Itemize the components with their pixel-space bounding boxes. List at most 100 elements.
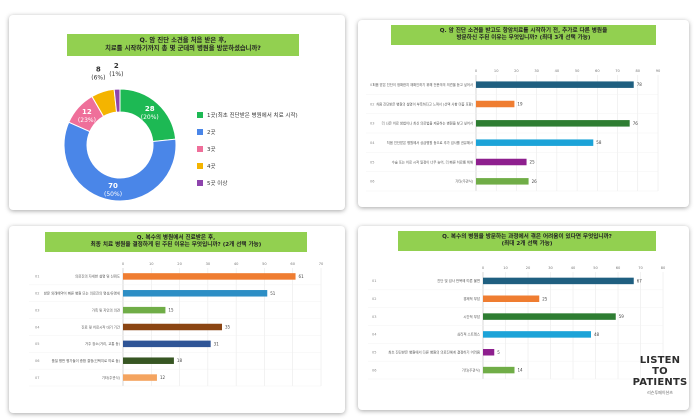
row-number: 03 [372,315,376,319]
row-number: 03 [35,308,39,312]
slice-value-1: 28 [145,105,155,113]
bar [123,357,174,364]
slice-percent-2: (50%) [104,191,122,198]
category-label: 가족 및 지인의 의견 [92,307,120,312]
category-label: 기타(주관식) [455,179,473,184]
chart-title: Q. 암 진단 소견을 처음 받은 후, 치료를 시작하기까지 총 몇 군데의 … [67,34,299,56]
x-tick-label: 90 [656,69,661,73]
bar-value-label: 59 [619,314,625,319]
category-label: 진단 및 검사 반복에 따른 불편 [437,278,480,283]
slice-value-3: 12 [82,108,92,116]
bar [123,306,166,314]
chart-legend: 1곳(최초 진단받은 병원에서 치료 시작) 2곳 3곳 4곳 5곳 이상 [197,111,298,196]
category-label: 처음 받은 진단이 정확한지 재확인하기 위해 전문의의 의견을 듣고 싶어서 [373,82,473,87]
bar-value-label: 5 [497,350,500,355]
x-tick-label: 10 [503,266,508,270]
legend-label: 1곳(최초 진단받은 병원에서 치료 시작) [207,113,298,119]
x-tick-label: 60 [595,69,600,73]
row-number: 01 [35,275,39,279]
slice-value-2: 70 [108,182,118,190]
bar-chart: 0 10 20 30 40 50 60 70 01 의료진의 자세한 설명 및 신뢰도 61 02 방문… [29,262,324,387]
row-number: 05 [35,342,39,346]
brand-logo: LISTEN TO PATIENTS 리슨투페이션츠 [631,355,689,396]
donut-slice-2 [63,121,177,202]
bar [483,349,495,356]
category-label: 기타(주관식) [462,367,481,372]
chart-title: Q. 복수의 병원을 방문하는 과정에서 겪은 어려움이 있다면 무엇입니까? … [398,231,656,251]
row-number: 05 [370,160,374,164]
legend-swatch [197,112,203,118]
bar-value-label: 19 [517,102,523,107]
chart-title: Q. 암 진단 소견을 받고도 항암치료를 시작하기 전, 추가로 다른 병원을… [391,25,656,45]
bar [483,313,616,320]
row-number: 04 [372,333,377,337]
bar-value-label: 25 [542,296,548,301]
bar [123,290,268,297]
slice-percent-3: (23%) [78,117,96,124]
bar-value-label: 26 [532,179,538,184]
chart-title: Q. 복수의 병원에서 진료받은 후, 최종 치료 병원을 결정하게 된 주된 … [45,232,307,252]
legend-label: 3곳 [207,147,216,153]
x-tick-label: 80 [661,266,666,270]
x-tick-label: 50 [593,266,598,270]
bar [483,295,540,302]
row-number: 04 [370,141,375,145]
x-tick-label: 30 [548,266,553,270]
bar-value-label: 51 [270,291,276,296]
row-number: 06 [370,180,374,184]
x-tick-label: 10 [149,262,154,266]
x-tick-label: 50 [575,69,580,73]
bar-value-label: 61 [299,274,305,279]
bar [483,277,634,285]
legend-swatch [197,163,203,169]
row-number: 02 [372,297,376,301]
row-number: 02 [35,292,39,296]
x-tick-label: 20 [514,69,519,73]
legend-item-3: 3곳 [197,145,298,153]
x-tick-label: 70 [638,266,643,270]
donut-slice-5 [113,88,121,113]
row-number: 01 [372,279,376,283]
x-tick-label: 20 [526,266,531,270]
row-number: 03 [370,122,374,126]
brand-line1: LISTEN TO [639,355,681,377]
x-tick-label: 30 [206,262,211,266]
bar [123,323,222,331]
category-label: 시간적 부담 [463,314,480,319]
bar-value-label: 58 [596,140,602,145]
bar [483,331,591,338]
slice-percent-5: (1%) [109,71,123,78]
legend-item-2: 2곳 [197,128,298,136]
x-tick-label: 10 [494,69,499,73]
x-tick-label: 0 [482,266,485,270]
bar [476,139,594,146]
row-number: 07 [35,376,39,380]
x-tick-label: 0 [122,262,125,266]
category-label: 진료 및 치료시작 대기 기간 [81,324,120,329]
legend-item-1: 1곳(최초 진단받은 병원에서 치료 시작) [197,111,298,119]
x-tick-label: 40 [234,262,239,266]
panel-hospital-count: Q. 암 진단 소견을 처음 받은 후, 치료를 시작하기까지 총 몇 군데의 … [9,15,345,210]
panel-extra-visit-reasons: Q. 암 진단 소견을 받고도 항암치료를 시작하기 전, 추가로 다른 병원을… [358,20,689,207]
legend-swatch [197,146,203,152]
panel-final-hospital-reasons: Q. 복수의 병원에서 진료받은 후, 최종 치료 병원을 결정하게 된 주된 … [9,226,345,413]
x-tick-label: 60 [616,266,621,270]
slice-percent-4: (6%) [91,74,105,81]
bar-value-label: 25 [530,160,536,165]
bar-value-label: 12 [160,375,166,380]
category-label: 처음 진단받은 병원에서 상급병원 등으로 추가 검사를 권유해서 [387,140,473,145]
brand-tagline: 리슨투페이션츠 [647,390,673,395]
category-label: 의료진의 자세한 설명 및 신뢰도 [75,274,120,279]
row-number: 05 [372,351,376,355]
bar-value-label: 18 [177,358,183,363]
brand-line2: PATIENTS [632,377,688,388]
category-label: 심리적 스트레스 [457,332,480,337]
bar [123,273,296,280]
legend-item-4: 4곳 [197,162,298,170]
x-tick-label: 20 [177,262,182,266]
slice-value-5: 2 [114,62,119,70]
category-label: 더 나은 치료 방법이나 최신 의료법을 제공하는 병원을 찾고 싶어서 [382,121,473,126]
bar-value-label: 48 [594,332,600,337]
legend-swatch [197,180,203,186]
